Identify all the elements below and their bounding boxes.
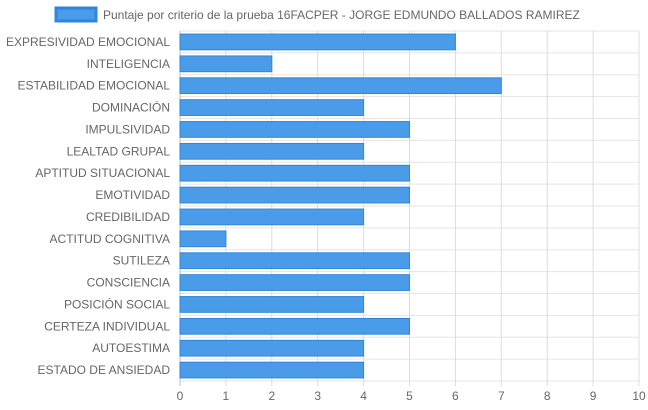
category-label: LEALTAD GRUPAL (67, 144, 171, 158)
category-label: DOMINACIÓN (92, 100, 170, 115)
x-tick-label: 8 (544, 389, 551, 403)
legend[interactable]: Puntaje por criterio de la prueba 16FACP… (54, 6, 580, 23)
bar[interactable] (179, 208, 365, 226)
category-label: CONSCIENCIA (87, 276, 170, 290)
x-axis-ticks: 0 1 2 3 4 5 6 7 8 9 10 (177, 389, 646, 403)
category-label: ACTITUD COGNITIVA (50, 232, 170, 246)
x-tick-label: 1 (223, 389, 230, 403)
bar[interactable] (179, 317, 410, 335)
x-tick-label: 2 (268, 389, 275, 403)
bar[interactable] (179, 164, 410, 182)
category-label: CERTEZA INDIVIDUAL (44, 319, 170, 333)
x-tick-label: 7 (498, 389, 505, 403)
bar[interactable] (179, 274, 410, 291)
category-label: ESTABILIDAD EMOCIONAL (18, 79, 171, 93)
bar[interactable] (179, 252, 410, 270)
bar[interactable] (179, 77, 502, 95)
category-label: EMOTIVIDAD (95, 188, 170, 202)
bar[interactable] (179, 361, 365, 379)
bar[interactable] (179, 33, 456, 51)
bar[interactable] (179, 186, 410, 204)
x-tick-label: 6 (452, 389, 459, 403)
x-tick-label: 10 (632, 389, 646, 403)
bars (179, 33, 502, 379)
category-label: SUTILEZA (113, 254, 170, 268)
x-tick-label: 3 (314, 389, 321, 403)
bar[interactable] (179, 230, 227, 248)
bar[interactable] (179, 339, 365, 357)
bar[interactable] (179, 296, 365, 313)
x-tick-label: 5 (406, 389, 413, 403)
category-label: INTELIGENCIA (87, 57, 170, 71)
x-tick-label: 4 (360, 389, 367, 403)
category-label: AUTOESTIMA (92, 341, 170, 355)
category-label: EXPRESIVIDAD EMOCIONAL (6, 35, 170, 49)
bar[interactable] (179, 142, 365, 160)
category-labels: EXPRESIVIDAD EMOCIONAL INTELIGENCIA ESTABI… (6, 35, 170, 377)
category-label: IMPULSIVIDAD (85, 122, 170, 136)
x-tick-label: 9 (590, 389, 597, 403)
x-tick-label: 0 (177, 389, 184, 403)
category-label: POSICIÓN SOCIAL (64, 296, 170, 311)
category-label: ESTADO DE ANSIEDAD (38, 363, 171, 377)
bar[interactable] (179, 55, 273, 73)
category-label: CREDIBILIDAD (86, 210, 170, 224)
legend-swatch (54, 6, 98, 23)
legend-label: Puntaje por criterio de la prueba 16FACP… (103, 8, 580, 22)
bar[interactable] (179, 121, 410, 138)
category-label: APTITUD SITUACIONAL (35, 166, 170, 180)
bar[interactable] (179, 99, 365, 116)
